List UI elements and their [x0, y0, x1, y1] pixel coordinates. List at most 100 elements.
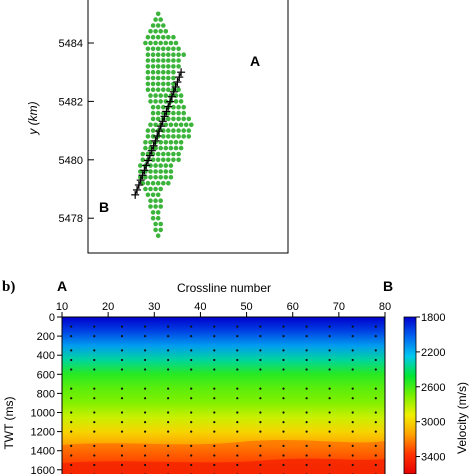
sample-point	[144, 444, 147, 447]
geophone-point	[148, 204, 153, 209]
geophone-point	[143, 145, 148, 151]
sample-point	[282, 411, 285, 414]
geophone-point	[176, 116, 181, 122]
sample-point	[305, 349, 308, 352]
sample-point	[328, 397, 331, 400]
sample-point	[259, 358, 262, 362]
panel-b-sample-points	[70, 325, 377, 474]
panel-a-y-ticks: 5478 5480 5482 5484	[59, 38, 94, 225]
sample-point	[70, 421, 73, 424]
sample-point	[351, 421, 354, 424]
sample-point	[93, 368, 96, 371]
geophone-point	[155, 46, 161, 52]
geophone-point	[148, 122, 153, 128]
sample-point	[328, 387, 331, 390]
sample-point	[236, 411, 239, 414]
panel-b-y-tick-label: 400	[37, 350, 55, 362]
sample-point	[305, 463, 308, 467]
geophone-point	[150, 157, 156, 163]
geophone-point	[155, 64, 161, 69]
geophone-point	[148, 99, 153, 104]
geophone-point	[166, 81, 171, 87]
sample-point	[236, 358, 239, 362]
panel-b-x-tick-label: 20	[102, 301, 114, 313]
geophone-point	[181, 128, 186, 133]
geophone-point	[168, 122, 174, 128]
geophone-point	[158, 140, 163, 145]
geophone-point	[163, 145, 169, 151]
sample-point	[305, 397, 308, 400]
sample-point	[93, 463, 96, 467]
geophone-point	[155, 87, 161, 92]
sample-point	[305, 335, 308, 338]
sample-point	[190, 411, 193, 414]
geophone-point	[150, 23, 156, 28]
geophone-point	[176, 110, 181, 116]
sample-point	[282, 335, 285, 338]
geophone-point	[150, 134, 156, 139]
sample-point	[93, 387, 96, 390]
sample-point	[167, 463, 170, 467]
sample-point	[374, 335, 377, 338]
sample-point	[328, 444, 331, 447]
sample-point	[328, 463, 331, 467]
geophone-point	[171, 151, 176, 157]
panel-b-y-tick-label: 1000	[31, 408, 55, 420]
geophone-point	[171, 134, 176, 139]
sample-point	[190, 368, 193, 371]
sample-point	[236, 444, 239, 447]
geophone-point	[158, 198, 163, 203]
sample-point	[351, 454, 354, 457]
sample-point	[351, 411, 354, 414]
panel-b-y-tick-label: 1600	[31, 465, 55, 474]
geophone-point	[145, 69, 151, 75]
sample-point	[282, 368, 285, 371]
geophone-point	[153, 145, 158, 151]
sample-point	[70, 463, 73, 467]
geophone-point	[150, 81, 156, 87]
panel-b-y-tick-label: 600	[37, 369, 55, 381]
panel-b-y-tick-label: 0	[49, 312, 55, 324]
geophone-point	[148, 93, 153, 98]
panel-b-x-tick-label: 50	[240, 301, 252, 313]
geophone-point	[140, 157, 146, 163]
geophone-point	[173, 122, 179, 128]
panel-b-y-tick-label: 1200	[31, 427, 55, 439]
geophone-point	[163, 93, 169, 98]
geophone-point	[161, 151, 166, 157]
geophone-point	[153, 99, 158, 104]
sample-point	[213, 430, 216, 433]
geophone-point	[163, 163, 169, 168]
sample-point	[93, 454, 96, 457]
sample-point	[282, 430, 285, 433]
geophone-point	[178, 99, 184, 104]
sample-point	[351, 397, 354, 400]
geophone-point	[158, 221, 163, 227]
geophone-point	[171, 104, 176, 110]
geophone-point	[150, 180, 156, 186]
sample-point	[120, 421, 124, 424]
sample-point	[282, 421, 285, 424]
sample-point	[144, 368, 147, 371]
sample-point	[351, 444, 354, 447]
geophone-point	[143, 40, 148, 46]
panel-a-geophones	[138, 11, 194, 238]
geophone-point	[166, 46, 171, 52]
geophone-point	[153, 29, 158, 34]
geophone-point	[166, 34, 171, 40]
geophone-point	[150, 210, 156, 215]
sample-point	[374, 411, 377, 414]
geophone-point	[173, 145, 179, 151]
panel-b-y-tick-label: 800	[37, 388, 55, 400]
sample-point	[120, 368, 124, 371]
geophone-point	[166, 58, 171, 63]
geophone-point	[163, 29, 169, 34]
sample-point	[282, 444, 285, 447]
sample-point	[120, 430, 124, 433]
sample-point	[70, 335, 73, 338]
panel-b-right-end-label: B	[383, 278, 393, 294]
sample-point	[305, 444, 308, 447]
geophone-point	[155, 34, 161, 40]
colorbar-ticks: 1800 2200 2600 3000 3400	[416, 312, 445, 464]
sample-point	[190, 421, 193, 424]
